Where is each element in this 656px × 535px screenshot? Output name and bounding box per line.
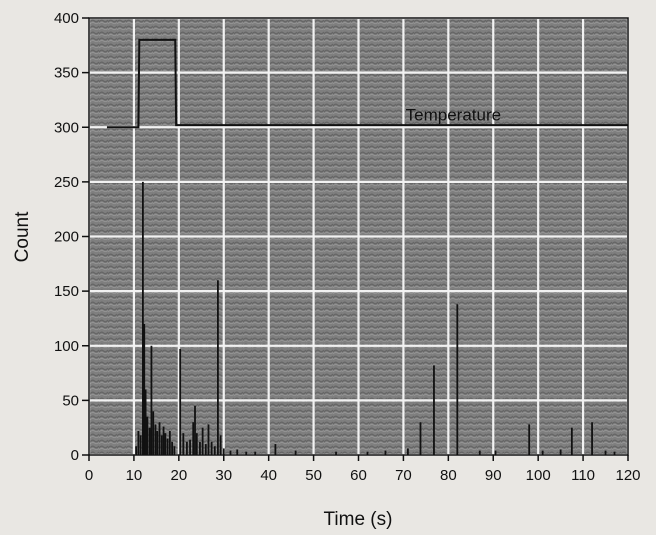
y-tick-label: 0 bbox=[71, 447, 79, 464]
x-tick-label: 100 bbox=[526, 467, 551, 484]
x-tick-label: 60 bbox=[350, 467, 367, 484]
x-tick-label: 40 bbox=[260, 467, 277, 484]
x-tick-label: 110 bbox=[571, 467, 595, 484]
x-tick-label: 0 bbox=[85, 467, 93, 484]
x-axis-label: Time (s) bbox=[324, 509, 393, 530]
x-tick-label: 80 bbox=[440, 467, 457, 484]
y-axis-label: Count bbox=[12, 211, 33, 262]
x-tick-label: 120 bbox=[615, 467, 640, 484]
y-tick-label: 250 bbox=[54, 174, 79, 191]
temperature-series bbox=[106, 38, 628, 129]
y-tick-label: 50 bbox=[62, 392, 79, 409]
x-tick-label: 50 bbox=[305, 467, 322, 484]
y-tick-label: 100 bbox=[54, 338, 79, 355]
x-tick-label: 90 bbox=[485, 467, 502, 484]
y-tick-label: 300 bbox=[54, 119, 79, 136]
y-tick-label: 400 bbox=[54, 10, 79, 27]
temperature-annotation: Temperature bbox=[406, 106, 501, 125]
annotations: Temperature bbox=[406, 106, 501, 125]
tick-labels: 0 10 20 30 40 50 60 70 80 90 100 110 120 0 50 100 150 200… bbox=[54, 10, 641, 484]
y-tick-label: 150 bbox=[54, 283, 79, 300]
x-tick-label: 70 bbox=[395, 467, 412, 484]
temperature-line bbox=[106, 38, 628, 129]
x-tick-label: 30 bbox=[215, 467, 232, 484]
y-tick-label: 350 bbox=[54, 65, 79, 82]
x-tick-label: 10 bbox=[126, 467, 143, 484]
x-tick-label: 20 bbox=[170, 467, 187, 484]
acoustic-emission-bars bbox=[135, 181, 616, 455]
y-tick-label: 200 bbox=[54, 229, 79, 246]
